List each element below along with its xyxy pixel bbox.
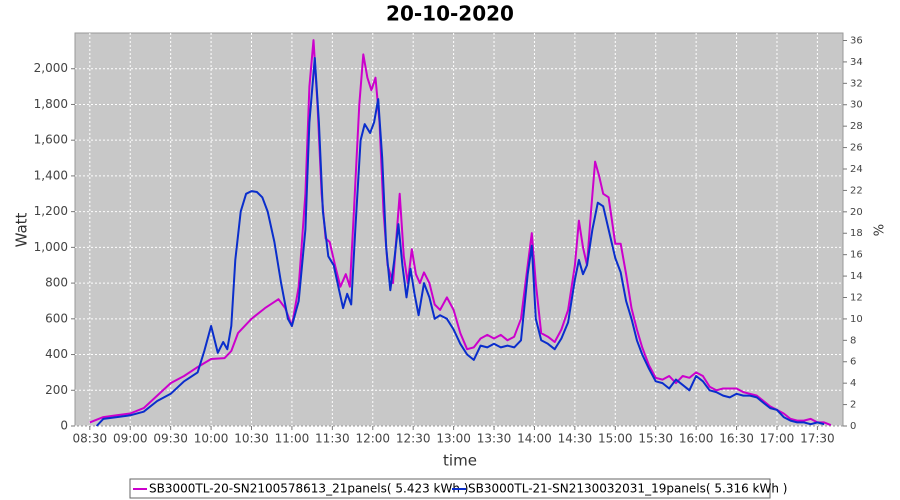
x-tick-label: 15:00	[598, 432, 633, 446]
y2-tick-label: 30	[850, 100, 863, 111]
y-axis-label: Watt	[13, 212, 31, 247]
y-tick-label: 1,600	[34, 133, 68, 147]
y2-tick-label: 34	[850, 57, 863, 68]
y-tick-label: 1,800	[34, 97, 68, 111]
x-tick-label: 11:30	[315, 432, 350, 446]
y2-tick-label: 32	[850, 78, 863, 89]
y2-tick-label: 22	[850, 185, 863, 196]
y2-tick-label: 14	[850, 271, 863, 282]
x-tick-label: 11:00	[275, 432, 310, 446]
x-tick-label: 13:00	[436, 432, 471, 446]
y-tick-label: 800	[45, 276, 68, 290]
chart-title: 20-10-2020	[386, 2, 514, 26]
y2-tick-label: 16	[850, 250, 863, 261]
x-tick-label: 17:30	[800, 432, 835, 446]
y2-tick-label: 18	[850, 228, 863, 239]
x-tick-label: 13:30	[477, 432, 512, 446]
x-tick-label: 09:30	[153, 432, 188, 446]
series-line	[89, 39, 832, 427]
legend-label: SB3000TL-21-SN2130032031_19panels( 5.316…	[468, 482, 787, 496]
y2-tick-label: 8	[850, 335, 856, 346]
legend	[129, 478, 771, 499]
y2-tick-label: 2	[850, 400, 856, 411]
y2-tick-label: 20	[850, 207, 863, 218]
y2-tick-label: 10	[850, 314, 863, 325]
y2-tick-label: 24	[850, 164, 863, 175]
legend-label: SB3000TL-20-SN2100578613_21panels( 5.423…	[149, 482, 468, 496]
series-line	[95, 57, 825, 427]
x-tick-label: 16:30	[719, 432, 754, 446]
x-axis-label: time	[443, 452, 477, 470]
y2-tick-label: 0	[850, 421, 856, 432]
x-tick-label: 16:00	[679, 432, 714, 446]
y2-tick-label: 36	[850, 35, 863, 46]
y2-tick-label: 6	[850, 357, 856, 368]
y2-axis-label: %	[873, 224, 888, 236]
y-tick-label: 400	[45, 347, 68, 361]
x-tick-label: 10:30	[234, 432, 269, 446]
x-tick-label: 14:00	[517, 432, 552, 446]
x-tick-label: 08:30	[73, 432, 108, 446]
plot-area	[74, 32, 844, 427]
y-tick-label: 2,000	[34, 61, 68, 75]
x-tick-label: 09:00	[113, 432, 148, 446]
y-tick-label: 200	[45, 383, 68, 397]
y-tick-label: 0	[60, 419, 68, 433]
y2-tick-label: 4	[850, 378, 856, 389]
y-tick-label: 1,000	[34, 240, 68, 254]
y2-tick-label: 12	[850, 292, 863, 303]
x-tick-label: 12:00	[355, 432, 390, 446]
x-tick-label: 12:30	[396, 432, 431, 446]
y-tick-label: 1,400	[34, 168, 68, 182]
y2-tick-label: 28	[850, 121, 863, 132]
y2-tick-label: 26	[850, 143, 863, 154]
x-tick-label: 15:30	[638, 432, 673, 446]
x-tick-label: 10:00	[194, 432, 229, 446]
x-tick-label: 17:00	[760, 432, 795, 446]
y-tick-label: 1,200	[34, 204, 68, 218]
y-tick-label: 600	[45, 311, 68, 325]
x-tick-label: 14:30	[558, 432, 593, 446]
